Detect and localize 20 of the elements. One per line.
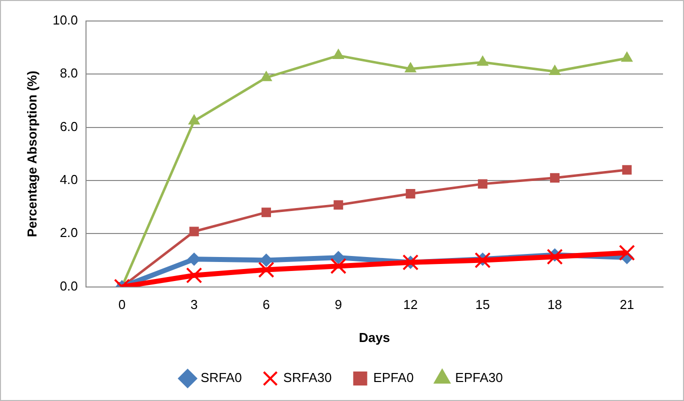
legend-label: EPFA0 [373,370,414,386]
x-axis-title: Days [358,330,390,345]
x-tick-label: 3 [190,297,198,312]
x-tick-label: 15 [475,297,490,312]
x-tick-label: 21 [620,297,634,312]
y-tick-label: 2.0 [60,225,78,240]
legend-label: EPFA30 [455,370,503,386]
legend-label: SRFA30 [283,370,332,386]
x-tick-label: 18 [548,297,562,312]
x-tick-label: 12 [403,297,418,312]
x-tick-label: 9 [334,297,342,312]
y-tick-label: 0.0 [60,278,78,294]
y-tick-label: 6.0 [60,118,78,134]
y-tick-label: 8.0 [60,66,78,81]
y-tick-label: 4.0 [60,172,78,188]
y-axis-title: Percentage Absorption (%) [24,70,40,238]
x-tick-label: 0 [118,297,126,312]
x-tick-label: 6 [262,297,270,312]
y-tick-label: 10.0 [52,12,78,28]
legend-label: SRFA0 [200,370,242,386]
